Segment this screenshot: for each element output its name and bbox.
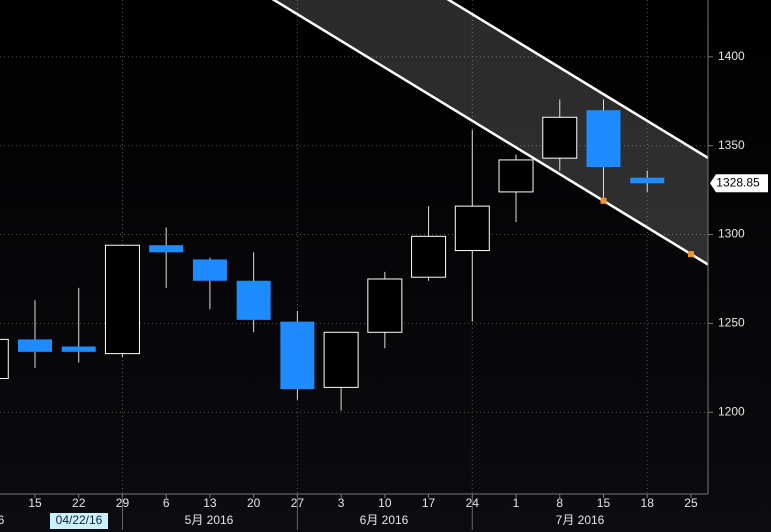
candle-body <box>192 259 227 281</box>
y-tick-label: 1300 <box>718 227 745 241</box>
month-label: 7月 2016 <box>556 513 605 527</box>
candle-body <box>280 321 315 390</box>
x-tick-label: 22 <box>72 496 86 510</box>
x-tick-label: 6 <box>163 496 170 510</box>
candle-body <box>61 346 96 352</box>
channel-line <box>271 0 708 266</box>
candle-body <box>498 159 534 193</box>
candle-body <box>454 205 490 252</box>
candle-body <box>236 280 271 320</box>
x-tick-label: 15 <box>597 496 611 510</box>
candle-body <box>411 235 447 278</box>
x-tick-label: 10 <box>378 496 392 510</box>
y-tick-label: 1250 <box>718 316 745 330</box>
plot-area <box>0 0 708 494</box>
x-tick-label: 13 <box>203 496 217 510</box>
x-tick-label: 18 <box>641 496 655 510</box>
candle-body <box>104 244 140 355</box>
candle-body <box>149 245 184 253</box>
y-tick-label: 1350 <box>718 138 745 152</box>
candle-body <box>586 110 621 168</box>
x-tick-label: 15 <box>28 496 42 510</box>
x-tick-label: 1 <box>513 496 520 510</box>
x-tick-label: 17 <box>422 496 436 510</box>
channel-line <box>446 0 708 159</box>
x-tick-label: 8 <box>556 496 563 510</box>
cursor-label-box <box>50 513 108 529</box>
candle-body <box>0 338 9 379</box>
candle-body <box>18 339 52 352</box>
candle-body <box>542 116 578 159</box>
y-tick-label: 1200 <box>718 404 745 418</box>
marker <box>600 197 607 204</box>
month-label: 6月 2016 <box>360 513 409 527</box>
candle-body <box>323 331 359 388</box>
cursor-label: 04/22/16 <box>56 513 103 527</box>
candle-body <box>630 177 665 184</box>
candle-body <box>367 278 403 333</box>
month-label: 5月 2016 <box>185 513 234 527</box>
month-label: 4月 2016 <box>0 513 5 527</box>
marker <box>687 251 694 258</box>
x-tick-label: 3 <box>338 496 345 510</box>
last-price-label: 1328.85 <box>716 175 760 189</box>
last-price-tag <box>710 174 768 193</box>
y-tick-label: 1400 <box>718 49 745 63</box>
x-tick-label: 25 <box>684 496 698 510</box>
x-tick-label: 20 <box>247 496 261 510</box>
